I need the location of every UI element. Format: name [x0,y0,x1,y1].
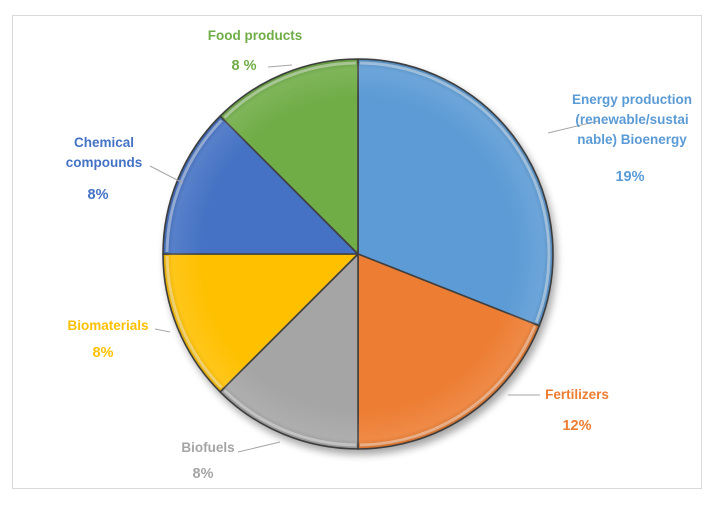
slice-percent-label: 8% [88,187,109,203]
leader-line [149,165,184,184]
slice-label: Biofuels [181,440,234,455]
leader-line [267,64,293,68]
slice-percent-label: 19% [615,169,644,185]
slice-label: Fertilizers [545,387,609,402]
slice-label: Chemical compounds [66,135,143,170]
leader-line [154,328,171,333]
slice-percent-label: 8% [93,345,114,361]
slice-percent-label: 8% [193,466,214,482]
slice-percent-label: 12% [562,418,591,434]
slice-label: Biomaterials [67,318,148,333]
slice-label: Food products [208,28,303,43]
slice-percent-label: 8 % [232,58,257,74]
leader-line [547,120,599,134]
slice-label: Energy production (renewable/sustai nable)… [572,92,692,147]
leader-line [237,441,281,453]
